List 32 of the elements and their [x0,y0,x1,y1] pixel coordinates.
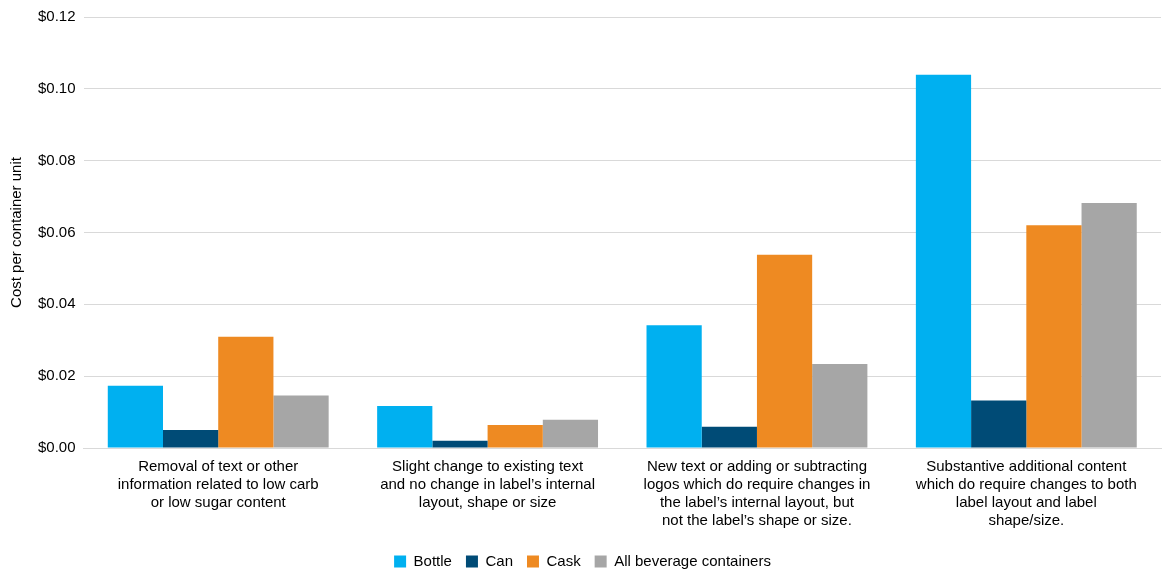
bar [971,400,1027,448]
bar [432,440,488,448]
y-tick-label: $0.10 [37,78,76,96]
y-tick-label: $0.06 [37,222,76,240]
y-tick-label: $0.12 [37,7,76,25]
bar [163,430,219,448]
x-tick-label: Substantive additional content which do require changes to both label layout and label shape/size. [914,457,1137,529]
x-tick-label: New text or adding or subtracting logos which do require changes in the label’s internal layout, but not the label’s shape or size. [643,457,871,529]
bar [377,405,433,448]
bar [756,254,813,448]
y-tick-label: $0.04 [37,294,76,312]
bar [542,419,599,448]
y-tick-label: $0.08 [37,150,76,168]
y-tick-label: $0.00 [37,438,76,456]
x-tick-label: Slight change to existing text and no change in label’s internal layout, shape or size [380,457,596,511]
bar [273,395,329,448]
bar [646,325,702,448]
y-axis-title: Cost per container unit [7,156,25,308]
bar [1026,225,1082,448]
x-tick-label: Removal of text or other information related to low carb or low sugar content [117,457,319,511]
bar [487,425,543,448]
bar [218,336,274,448]
bar [1081,203,1137,448]
legend-label: All beverage containers [614,551,771,569]
bar [701,426,757,448]
legend-label: Bottle [413,551,452,569]
y-tick-label: $0.02 [37,366,76,384]
bar [915,74,972,448]
legend-label: Cask [546,551,582,569]
bar [812,363,868,448]
legend-label: Can [485,551,513,569]
bar [107,385,163,448]
